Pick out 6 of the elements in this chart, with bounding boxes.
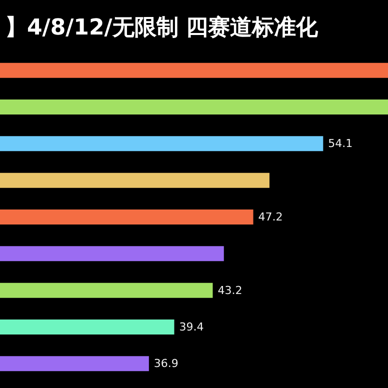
data-label: 39.4 <box>179 320 204 334</box>
data-label: 43.2 <box>218 284 242 297</box>
data-label: 47.2 <box>258 210 283 224</box>
chart-title: 】4/8/12/无限制 四赛道标准化 <box>5 14 319 40</box>
data-label: 54.1 <box>328 137 353 150</box>
data-label: 36.9 <box>154 357 178 370</box>
